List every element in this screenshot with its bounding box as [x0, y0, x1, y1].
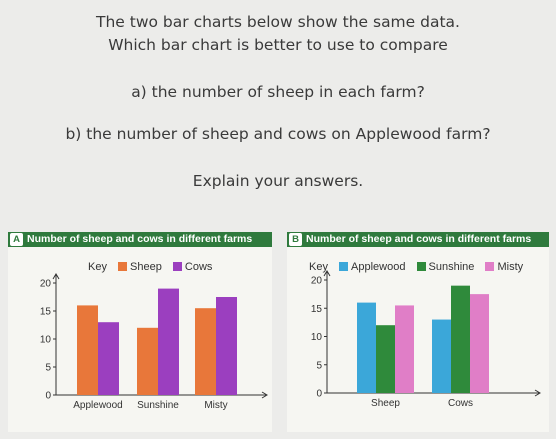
- bar-applewood-cows: [432, 319, 451, 393]
- y-tick-label: 0: [45, 391, 51, 402]
- chart-key: Key Applewood Sunshine Misty: [309, 261, 523, 273]
- y-tick-label: 20: [40, 279, 52, 290]
- bar-cows-sunshine: [158, 288, 179, 395]
- bar-sheep-sunshine: [137, 327, 158, 395]
- bar-chart-b: 0 5 10 15 20 Sheep Cows: [311, 270, 541, 409]
- key-label: Key: [309, 261, 328, 273]
- key-label: Key: [88, 261, 107, 273]
- chart-title: Number of sheep and cows in different fa…: [27, 233, 253, 245]
- chart-badge: A: [10, 233, 23, 246]
- bar-sheep-misty: [195, 308, 216, 395]
- y-tick-label: 10: [311, 332, 323, 343]
- question-explain: Explain your answers.: [192, 172, 364, 190]
- question-line-1: The two bar charts below show the same d…: [96, 13, 460, 31]
- bar-cows-applewood: [98, 322, 119, 395]
- key-item-misty: Misty: [497, 261, 524, 273]
- applewood-swatch: [339, 262, 349, 271]
- bar-sunshine-cows: [451, 285, 470, 393]
- chart-panel-b: B Number of sheep and cows in different f…: [287, 232, 549, 432]
- y-axis-arrow: [52, 273, 60, 280]
- bar-sheep-applewood: [77, 305, 98, 395]
- cows-swatch: [172, 262, 182, 271]
- y-tick-label: 15: [40, 307, 52, 318]
- bar-sunshine-sheep: [376, 325, 395, 393]
- chart-title-bar: A Number of sheep and cows in different f…: [8, 232, 272, 247]
- chart-title: Number of sheep and cows in different fa…: [306, 233, 532, 245]
- x-tick-label: Sunshine: [137, 400, 179, 411]
- question-part-a: a) the number of sheep in each farm?: [131, 83, 425, 101]
- key-item-cows: Cows: [184, 261, 213, 273]
- x-axis-arrow: [534, 389, 541, 397]
- bar-applewood-sheep: [357, 302, 376, 393]
- sheep-swatch: [118, 262, 128, 271]
- key-item-sheep: Sheep: [130, 261, 162, 273]
- y-tick-label: 20: [311, 276, 323, 287]
- x-tick-label: Cows: [448, 398, 473, 409]
- chart-title-bar: B Number of sheep and cows in different f…: [287, 232, 549, 247]
- y-tick-label: 5: [316, 360, 322, 371]
- bar-cows-misty: [216, 297, 237, 395]
- x-axis-arrow: [261, 391, 268, 399]
- chart-panel-a: A Number of sheep and cows in different f…: [8, 232, 272, 432]
- chart-badge: B: [289, 233, 302, 246]
- x-tick-label: Applewood: [73, 400, 122, 411]
- key-item-applewood: Applewood: [351, 261, 406, 273]
- y-tick-label: 15: [311, 304, 323, 315]
- question-line-2: Which bar chart is better to use to comp…: [108, 36, 448, 54]
- y-tick-label: 0: [316, 389, 322, 400]
- question-part-b: b) the number of sheep and cows on Apple…: [65, 125, 491, 143]
- chart-key: Key Sheep Cows: [88, 261, 212, 273]
- y-axis-arrow: [323, 270, 331, 277]
- key-item-sunshine: Sunshine: [428, 261, 475, 273]
- y-tick-label: 5: [45, 363, 51, 374]
- x-tick-label: Misty: [204, 400, 227, 411]
- bar-misty-cows: [470, 294, 489, 393]
- bar-chart-a: 0 5 10 15 20 Applewood Sunshine Misty: [40, 273, 268, 411]
- sunshine-swatch: [416, 262, 426, 271]
- x-tick-label: Sheep: [371, 398, 400, 409]
- misty-swatch: [485, 262, 495, 271]
- y-tick-label: 10: [40, 335, 52, 346]
- bar-misty-sheep: [395, 305, 414, 393]
